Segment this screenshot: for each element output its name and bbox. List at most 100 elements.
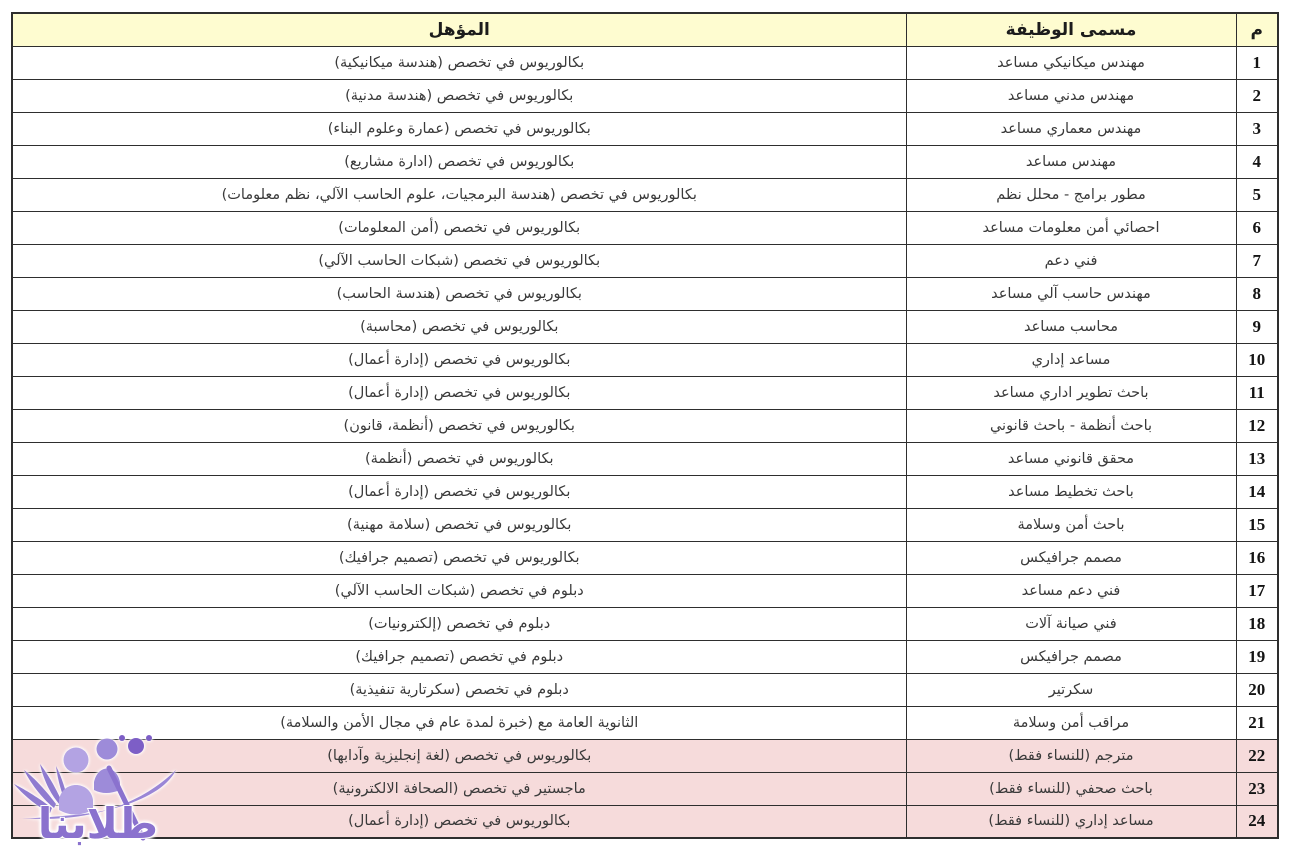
- table-row: 20 سكرتير دبلوم في تخصص (سكرتارية تنفيذية): [11, 672, 1279, 707]
- qualification-cell: الثانوية العامة مع (خبرة لمدة عام في مجا…: [11, 705, 907, 740]
- job-title-cell: فني دعم: [905, 243, 1237, 278]
- job-title-cell: مطور برامج - محلل نظم: [905, 177, 1237, 212]
- table-row: 10 مساعد إداري بكالوريوس في تخصص (إدارة أع…: [11, 342, 1279, 377]
- row-number-cell: 24: [1235, 804, 1279, 839]
- table-row: 5 مطور برامج - محلل نظم بكالوريوس في تخصص …: [11, 177, 1279, 212]
- table-row: 14 باحث تخطيط مساعد بكالوريوس في تخصص (إدا…: [11, 474, 1279, 509]
- table-header: م مسمى الوظيفة المؤهل: [11, 12, 1279, 47]
- row-number-cell: 12: [1235, 408, 1279, 443]
- table-row: 11 باحث تطوير اداري مساعد بكالوريوس في تخص…: [11, 375, 1279, 410]
- table-row: 13 محقق قانوني مساعد بكالوريوس في تخصص (أن…: [11, 441, 1279, 476]
- row-number-cell: 2: [1235, 78, 1279, 113]
- job-title-cell: مترجم (للنساء فقط): [905, 738, 1237, 773]
- qualification-cell: بكالوريوس في تخصص (سلامة مهنية): [11, 507, 907, 542]
- row-number-cell: 6: [1235, 210, 1279, 245]
- table-row: 4 مهندس مساعد بكالوريوس في تخصص (ادارة مشا…: [11, 144, 1279, 179]
- table-row: 3 مهندس معماري مساعد بكالوريوس في تخصص (عم…: [11, 111, 1279, 146]
- job-title-cell: باحث تخطيط مساعد: [905, 474, 1237, 509]
- row-number-cell: 5: [1235, 177, 1279, 212]
- table-row: 21 مراقب أمن وسلامة الثانوية العامة مع (خب…: [11, 705, 1279, 740]
- header-job-title: مسمى الوظيفة: [905, 12, 1237, 47]
- table-row: 2 مهندس مدني مساعد بكالوريوس في تخصص (هندس…: [11, 78, 1279, 113]
- row-number-cell: 4: [1235, 144, 1279, 179]
- table-row: 19 مصمم جرافيكس دبلوم في تخصص (تصميم جرافي…: [11, 639, 1279, 674]
- qualification-cell: ماجستير في تخصص (الصحافة الالكترونية): [11, 771, 907, 806]
- table-row: 23 باحث صحفي (للنساء فقط) ماجستير في تخصص …: [11, 771, 1279, 806]
- job-title-cell: باحث تطوير اداري مساعد: [905, 375, 1237, 410]
- qualification-cell: بكالوريوس في تخصص (هندسة البرمجيات، علوم…: [11, 177, 907, 212]
- header-number: م: [1235, 12, 1279, 47]
- row-number-cell: 3: [1235, 111, 1279, 146]
- job-title-cell: مهندس ميكانيكي مساعد: [905, 45, 1237, 80]
- row-number-cell: 15: [1235, 507, 1279, 542]
- qualification-cell: دبلوم في تخصص (إلكترونيات): [11, 606, 907, 641]
- job-title-cell: باحث صحفي (للنساء فقط): [905, 771, 1237, 806]
- job-title-cell: احصائي أمن معلومات مساعد: [905, 210, 1237, 245]
- qualification-cell: بكالوريوس في تخصص (إدارة أعمال): [11, 474, 907, 509]
- qualification-cell: دبلوم في تخصص (سكرتارية تنفيذية): [11, 672, 907, 707]
- row-number-cell: 17: [1235, 573, 1279, 608]
- header-row: م مسمى الوظيفة المؤهل: [11, 12, 1279, 47]
- job-title-cell: مصمم جرافيكس: [905, 540, 1237, 575]
- table-row: 9 محاسب مساعد بكالوريوس في تخصص (محاسبة): [11, 309, 1279, 344]
- job-title-cell: محاسب مساعد: [905, 309, 1237, 344]
- job-title-cell: مساعد إداري (للنساء فقط): [905, 804, 1237, 839]
- row-number-cell: 21: [1235, 705, 1279, 740]
- qualification-cell: بكالوريوس في تخصص (تصميم جرافيك): [11, 540, 907, 575]
- table-row: 8 مهندس حاسب آلي مساعد بكالوريوس في تخصص (…: [11, 276, 1279, 311]
- table-body: 1 مهندس ميكانيكي مساعد بكالوريوس في تخصص (…: [11, 45, 1279, 839]
- table-row: 18 فني صيانة آلات دبلوم في تخصص (إلكترونيا…: [11, 606, 1279, 641]
- qualification-cell: بكالوريوس في تخصص (شبكات الحاسب الآلي): [11, 243, 907, 278]
- job-title-cell: مساعد إداري: [905, 342, 1237, 377]
- table-row: 22 مترجم (للنساء فقط) بكالوريوس في تخصص (ل…: [11, 738, 1279, 773]
- qualification-cell: بكالوريوس في تخصص (أنظمة): [11, 441, 907, 476]
- job-title-cell: فني دعم مساعد: [905, 573, 1237, 608]
- table-row: 15 باحث أمن وسلامة بكالوريوس في تخصص (سلام…: [11, 507, 1279, 542]
- row-number-cell: 20: [1235, 672, 1279, 707]
- row-number-cell: 23: [1235, 771, 1279, 806]
- row-number-cell: 22: [1235, 738, 1279, 773]
- job-title-cell: فني صيانة آلات: [905, 606, 1237, 641]
- table-row: 1 مهندس ميكانيكي مساعد بكالوريوس في تخصص (…: [11, 45, 1279, 80]
- row-number-cell: 16: [1235, 540, 1279, 575]
- job-title-cell: باحث أمن وسلامة: [905, 507, 1237, 542]
- row-number-cell: 11: [1235, 375, 1279, 410]
- qualification-cell: بكالوريوس في تخصص (إدارة أعمال): [11, 342, 907, 377]
- qualification-cell: بكالوريوس في تخصص (هندسة ميكانيكية): [11, 45, 907, 80]
- qualification-cell: بكالوريوس في تخصص (أنظمة، قانون): [11, 408, 907, 443]
- table-row: 7 فني دعم بكالوريوس في تخصص (شبكات الحاسب …: [11, 243, 1279, 278]
- table-row: 6 احصائي أمن معلومات مساعد بكالوريوس في تخ…: [11, 210, 1279, 245]
- row-number-cell: 14: [1235, 474, 1279, 509]
- row-number-cell: 7: [1235, 243, 1279, 278]
- qualification-cell: بكالوريوس في تخصص (هندسة الحاسب): [11, 276, 907, 311]
- job-title-cell: مصمم جرافيكس: [905, 639, 1237, 674]
- qualification-cell: دبلوم في تخصص (شبكات الحاسب الآلي): [11, 573, 907, 608]
- qualification-cell: دبلوم في تخصص (تصميم جرافيك): [11, 639, 907, 674]
- qualification-cell: بكالوريوس في تخصص (إدارة أعمال): [11, 375, 907, 410]
- row-number-cell: 13: [1235, 441, 1279, 476]
- table-row: 16 مصمم جرافيكس بكالوريوس في تخصص (تصميم ج…: [11, 540, 1279, 575]
- row-number-cell: 18: [1235, 606, 1279, 641]
- row-number-cell: 1: [1235, 45, 1279, 80]
- job-title-cell: مهندس حاسب آلي مساعد: [905, 276, 1237, 311]
- jobs-table: م مسمى الوظيفة المؤهل 1 مهندس ميكانيكي مس…: [11, 12, 1279, 839]
- job-title-cell: مهندس مدني مساعد: [905, 78, 1237, 113]
- row-number-cell: 19: [1235, 639, 1279, 674]
- table-row: 17 فني دعم مساعد دبلوم في تخصص (شبكات الحا…: [11, 573, 1279, 608]
- qualification-cell: بكالوريوس في تخصص (إدارة أعمال): [11, 804, 907, 839]
- qualification-cell: بكالوريوس في تخصص (لغة إنجليزية وآدابها): [11, 738, 907, 773]
- header-qualification: المؤهل: [11, 12, 907, 47]
- qualification-cell: بكالوريوس في تخصص (محاسبة): [11, 309, 907, 344]
- job-title-cell: باحث أنظمة - باحث قانوني: [905, 408, 1237, 443]
- row-number-cell: 9: [1235, 309, 1279, 344]
- qualification-cell: بكالوريوس في تخصص (عمارة وعلوم البناء): [11, 111, 907, 146]
- qualification-cell: بكالوريوس في تخصص (هندسة مدنية): [11, 78, 907, 113]
- row-number-cell: 10: [1235, 342, 1279, 377]
- job-title-cell: سكرتير: [905, 672, 1237, 707]
- qualification-cell: بكالوريوس في تخصص (ادارة مشاريع): [11, 144, 907, 179]
- table-row: 24 مساعد إداري (للنساء فقط) بكالوريوس في ت…: [11, 804, 1279, 839]
- row-number-cell: 8: [1235, 276, 1279, 311]
- job-title-cell: محقق قانوني مساعد: [905, 441, 1237, 476]
- job-title-cell: مهندس مساعد: [905, 144, 1237, 179]
